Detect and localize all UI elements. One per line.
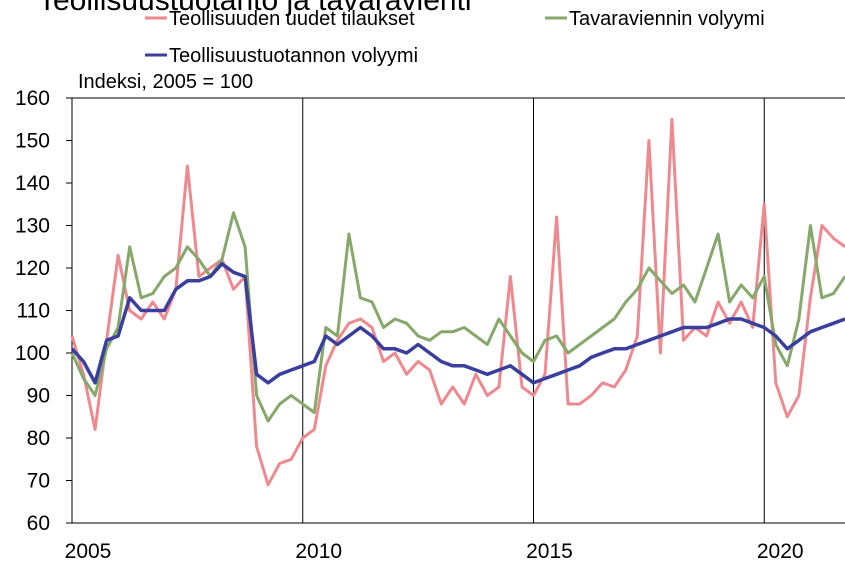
x-tick-label: 2010 (295, 540, 342, 563)
legend-label: Teollisuustuotannon volyymi (169, 45, 418, 67)
y-tick-label: 120 (15, 257, 50, 280)
y-tick-label: 80 (27, 427, 50, 450)
y-tick-label: 100 (15, 342, 50, 365)
series-line (70, 211, 845, 423)
series-line (70, 262, 845, 385)
y-axis-label: Indeksi, 2005 = 100 (78, 71, 253, 93)
legend-label: Teollisuuden uudet tilaukset (169, 8, 415, 30)
y-tick-label: 70 (27, 470, 50, 493)
y-tick-label: 150 (15, 130, 50, 153)
x-tick-label: 2005 (65, 540, 112, 563)
y-tick-label: 90 (27, 385, 50, 408)
x-tick-label: 2020 (757, 540, 804, 563)
series-line (70, 117, 845, 487)
y-tick-label: 160 (15, 87, 50, 110)
chart-title: Teollisuustuotanto ja tavaravienti (38, 0, 472, 17)
x-tick-label: 2015 (526, 540, 573, 563)
legend-label: Tavaraviennin volyymi (569, 8, 765, 30)
y-tick-label: 110 (17, 300, 50, 323)
y-tick-label: 140 (15, 172, 50, 195)
y-tick-label: 130 (15, 215, 50, 238)
y-tick-label: 60 (27, 512, 50, 535)
